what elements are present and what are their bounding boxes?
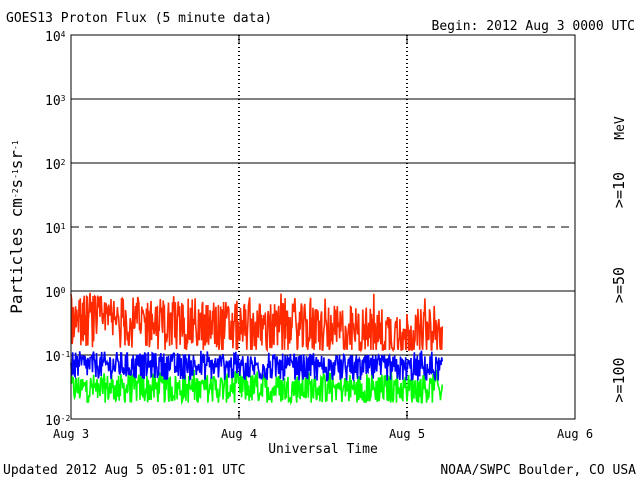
x-tick-label: Aug 4	[221, 427, 257, 441]
y-tick-exponent: 1	[61, 222, 66, 231]
y-label-exp3: -1	[11, 140, 20, 150]
updated-timestamp: Updated 2012 Aug 5 05:01:01 UTC	[3, 463, 246, 478]
y-tick-label: 100	[45, 286, 66, 302]
y-tick-label: 103	[45, 94, 66, 110]
begin-label: Begin: 2012 Aug 3 0000 UTC	[432, 19, 636, 34]
legend-entry-ge10: >=10	[610, 172, 628, 208]
legend: MeV >=10 >=50 >=100	[610, 116, 628, 402]
y-axis-label: Particles cm-2s-1sr-1	[7, 140, 26, 314]
series-line-50	[70, 350, 444, 383]
y-tick-base: 10	[45, 350, 61, 365]
plot-frame	[70, 34, 576, 420]
source-credit: NOAA/SWPC Boulder, CO USA	[440, 463, 636, 478]
legend-unit: MeV	[613, 116, 628, 140]
y-tick-exponent: 2	[61, 158, 66, 167]
x-axis-label: Universal Time	[268, 442, 378, 457]
y-tick-base: 10	[45, 414, 61, 429]
x-tick-label: Aug 5	[389, 427, 425, 441]
y-tick-label: 104	[45, 30, 66, 46]
y-tick-base: 10	[45, 94, 61, 109]
y-label-mid1: s	[7, 179, 26, 189]
y-tick-label: 101	[45, 222, 66, 238]
y-tick-exponent: -2	[61, 414, 71, 423]
y-label-mid2: sr	[7, 150, 26, 170]
y-label-exp1: -2	[11, 188, 20, 198]
y-tick-exponent: 4	[61, 30, 66, 39]
legend-entry-ge50: >=50	[610, 267, 628, 303]
series-layer	[70, 292, 444, 406]
x-axis-ticks: Aug 3 Aug 4 Aug 5 Aug 6	[53, 427, 593, 441]
y-label-exp2: -1	[11, 169, 20, 179]
legend-entry-ge100: >=100	[610, 357, 628, 402]
x-tick-label: Aug 6	[557, 427, 593, 441]
y-tick-base: 10	[45, 286, 61, 301]
y-tick-base: 10	[45, 30, 61, 45]
series-line-10	[70, 292, 444, 353]
x-tick-label: Aug 3	[53, 427, 89, 441]
y-label-main: Particles cm	[7, 198, 26, 314]
y-tick-label: 102	[45, 158, 66, 174]
y-tick-label: 10-1	[45, 350, 70, 366]
y-tick-exponent: 3	[61, 94, 66, 103]
y-tick-exponent: 0	[61, 286, 66, 295]
y-tick-label: 10-2	[45, 414, 70, 430]
plot-area	[70, 34, 576, 420]
y-tick-base: 10	[45, 158, 61, 173]
y-tick-exponent: -1	[61, 350, 71, 359]
y-tick-base: 10	[45, 222, 61, 237]
chart-title: GOES13 Proton Flux (5 minute data)	[6, 11, 272, 26]
day-markers	[238, 35, 408, 419]
